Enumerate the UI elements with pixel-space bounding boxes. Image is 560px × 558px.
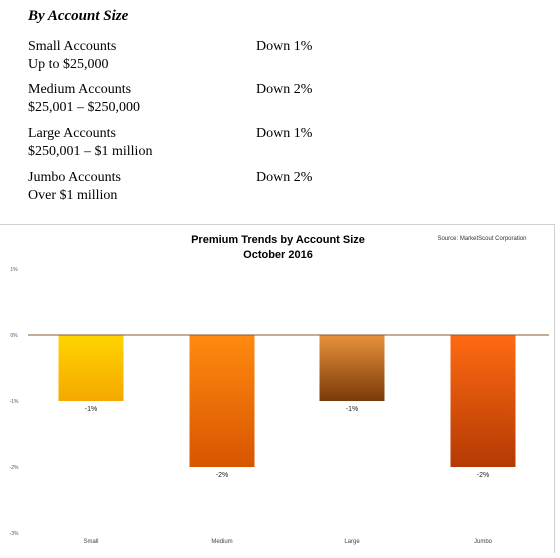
category-label: Large: [344, 539, 360, 545]
account-range: Over $1 million: [28, 188, 118, 203]
y-tick-label: 0%: [10, 333, 18, 339]
account-range: Up to $25,000: [28, 57, 109, 72]
data-label: -1%: [85, 406, 97, 413]
chart-subtitle: October 2016: [243, 249, 313, 261]
account-range: $250,001 – $1 million: [28, 144, 153, 159]
bar-medium: [189, 335, 255, 467]
category-label: Jumbo: [474, 539, 493, 545]
category-label: Small: [83, 539, 98, 545]
data-label: -2%: [477, 472, 489, 479]
y-tick-label: -3%: [10, 531, 19, 537]
account-name: Medium Accounts: [28, 82, 132, 97]
chart-title: Premium Trends by Account Size: [191, 234, 365, 246]
category-label: Medium: [211, 539, 232, 545]
account-name: Small Accounts: [28, 39, 117, 54]
bar-jumbo: [450, 335, 516, 467]
y-tick-label: -1%: [10, 399, 19, 405]
premium-trends-chart: Premium Trends by Account Size October 2…: [10, 234, 549, 545]
y-tick-label: 1%: [10, 267, 18, 273]
account-range: $25,001 – $250,000: [28, 100, 140, 115]
account-change: Down 2%: [256, 82, 313, 97]
account-change: Down 2%: [256, 170, 313, 185]
data-label: -1%: [346, 406, 358, 413]
section-heading: By Account Size: [28, 8, 129, 24]
y-tick-label: -2%: [10, 465, 19, 471]
account-name: Jumbo Accounts: [28, 170, 121, 185]
data-label: -2%: [216, 472, 228, 479]
chart-source: Source: MarketScout Corporation: [437, 236, 526, 242]
summary-section: By Account Size Small Accounts Up to $25…: [0, 0, 560, 222]
bar-small: [58, 335, 124, 401]
bar-large: [319, 335, 385, 401]
chart-container: Premium Trends by Account Size October 2…: [0, 224, 555, 553]
account-change: Down 1%: [256, 126, 313, 141]
account-name: Large Accounts: [28, 126, 116, 141]
account-change: Down 1%: [256, 39, 313, 54]
